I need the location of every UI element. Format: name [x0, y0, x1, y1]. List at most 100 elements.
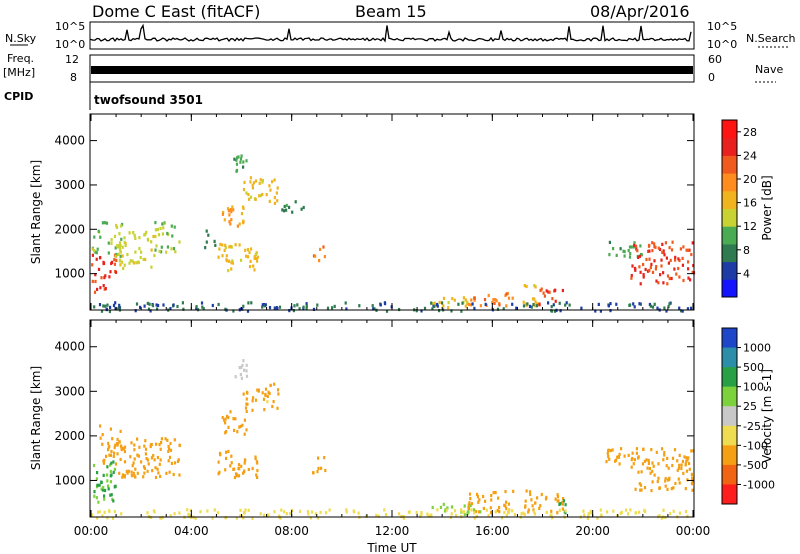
power-cell [256, 255, 259, 259]
velocity-cell [582, 509, 585, 513]
power-cell [551, 297, 554, 301]
power-cell [268, 184, 271, 188]
velocity-cell [224, 468, 227, 472]
velocity-cell [671, 463, 674, 468]
velocity-ytick-label: 4000 [54, 340, 85, 354]
velocity-cell [397, 512, 401, 516]
velocity-cell [158, 443, 161, 447]
power-cell [668, 302, 671, 306]
velocity-cell [463, 504, 466, 508]
velocity-cell [631, 451, 634, 455]
power-cell [118, 232, 121, 236]
power-cell [147, 307, 151, 311]
velocity-cell [530, 498, 533, 502]
velocity-cell [103, 494, 106, 498]
power-cell [462, 296, 465, 300]
velocity-cell [133, 474, 136, 478]
velocity-cell [685, 456, 688, 460]
power-cell [639, 252, 643, 257]
velocity-cell [232, 417, 235, 421]
power-cell [430, 301, 433, 305]
power-cell [219, 242, 222, 246]
power-cell [447, 306, 450, 310]
velocity-cell [657, 476, 660, 480]
power-cell [118, 306, 121, 310]
power-cell [461, 301, 464, 305]
power-cell [230, 210, 233, 214]
velocity-cell [133, 457, 136, 461]
power-cell [98, 303, 102, 307]
power-cell [107, 241, 110, 245]
power-cell [498, 303, 501, 307]
power-cell [104, 287, 107, 291]
power-cell [433, 304, 436, 308]
nave-tick-low: 0 [708, 71, 715, 84]
power-cell [224, 246, 227, 250]
velocity-cell [140, 460, 143, 464]
power-cell [453, 298, 456, 302]
velocity-cell [150, 456, 153, 460]
power-cell [228, 245, 231, 249]
velocity-cell [123, 450, 126, 454]
velocity-cell [107, 441, 110, 445]
velocity-cell [131, 464, 134, 468]
velocity-cell [524, 499, 527, 503]
power-cell [155, 244, 158, 248]
power-cell [224, 243, 227, 247]
power-cell [648, 268, 651, 273]
power-cell [271, 180, 274, 184]
velocity-cell [112, 460, 115, 464]
power-cell [228, 220, 231, 224]
time-tick-label: 00:00 [676, 524, 711, 538]
time-tick-label: 04:00 [174, 524, 209, 538]
power-cell [639, 244, 642, 248]
power-cell [160, 245, 163, 249]
freq-panel: Freq. [MHz] 12 8 60 0 Nave [3, 52, 783, 84]
velocity-cell [686, 458, 689, 462]
power-cell [254, 179, 258, 183]
velocity-colorbar-swatch [722, 367, 737, 388]
power-cell [247, 301, 250, 305]
power-cell [261, 192, 264, 197]
velocity-cell [647, 461, 650, 465]
velocity-cell [216, 511, 219, 515]
velocity-cell [561, 507, 564, 511]
velocity-cell [615, 458, 618, 462]
velocity-cell [607, 448, 610, 452]
power-cell [112, 303, 116, 307]
power-cell [305, 304, 308, 308]
power-cell [228, 259, 231, 263]
velocity-cell [100, 487, 103, 491]
velocity-cell [606, 451, 609, 455]
velocity-cell [142, 475, 145, 479]
power-cell [515, 306, 518, 310]
power-cell [229, 222, 232, 226]
velocity-cell [467, 506, 471, 511]
velocity-cell [677, 466, 681, 470]
velocity-cell [317, 466, 320, 470]
power-cell [483, 298, 487, 302]
velocity-cell [224, 516, 227, 520]
power-cell [225, 258, 228, 262]
nsearch-label: N.Search [746, 32, 796, 45]
velocity-cell [264, 387, 268, 391]
power-cell [223, 218, 226, 222]
power-cell [691, 241, 694, 245]
power-cell [464, 298, 467, 302]
velocity-colorbar-tick: 1000 [743, 342, 771, 355]
power-cell [147, 238, 150, 242]
power-cell [558, 301, 561, 305]
velocity-cell [230, 454, 233, 458]
power-cell [276, 186, 279, 190]
power-cell [254, 252, 257, 256]
power-cell [450, 309, 453, 313]
power-cell [237, 155, 240, 159]
power-cell [94, 273, 97, 277]
velocity-cell [455, 513, 458, 518]
power-cell [671, 240, 674, 244]
power-cell [242, 206, 245, 210]
power-cell [156, 307, 159, 311]
velocity-cell [107, 487, 110, 491]
velocity-cell [106, 465, 109, 469]
power-colorbar-swatch [722, 120, 737, 139]
